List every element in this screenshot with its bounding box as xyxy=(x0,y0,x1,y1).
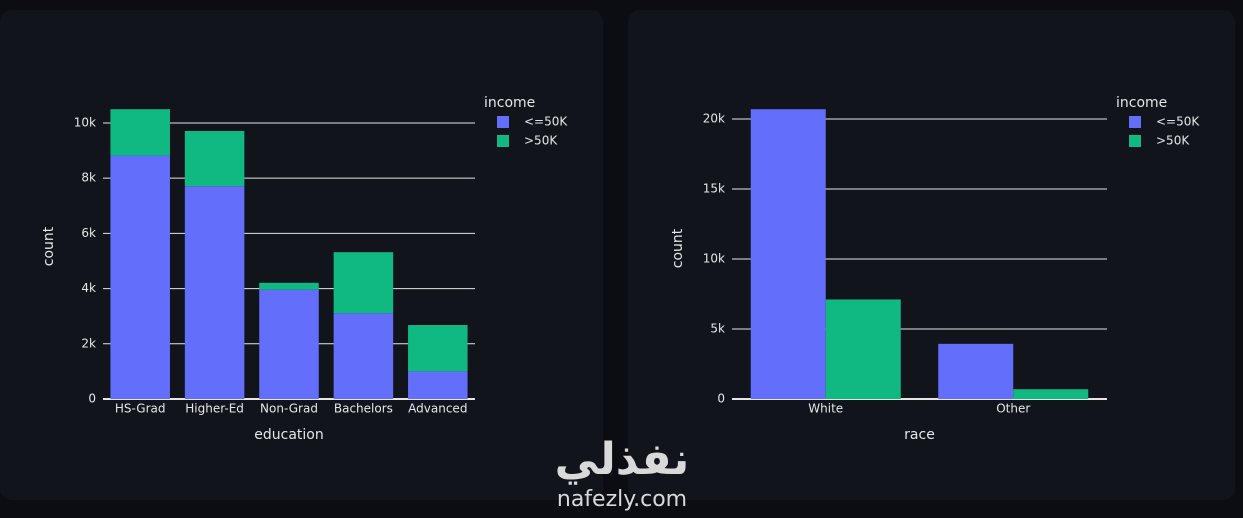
legend-label: >50K xyxy=(1156,134,1190,148)
bar xyxy=(938,343,1014,399)
y-tick-label: 0 xyxy=(717,392,725,406)
y-axis-title: count xyxy=(41,226,57,266)
y-tick-label: 15k xyxy=(703,182,725,196)
bar xyxy=(184,130,245,187)
x-axis-title: race xyxy=(904,427,935,443)
legend-label: <=50K xyxy=(1156,115,1200,129)
legend-swatch xyxy=(497,135,509,147)
watermark-url: nafezly.com xyxy=(557,487,687,512)
y-tick-label: 8k xyxy=(81,171,96,185)
x-tick-label: Non-Grad xyxy=(260,402,318,416)
x-tick-label: HS-Grad xyxy=(115,402,166,416)
legend-swatch xyxy=(497,116,509,128)
y-tick-label: 0 xyxy=(88,392,96,406)
bar xyxy=(333,252,394,314)
y-tick-label: 10k xyxy=(703,252,725,266)
legend-title: income xyxy=(484,95,535,111)
legend-label: >50K xyxy=(524,134,558,148)
x-tick-label: Other xyxy=(996,402,1030,416)
legend-title: income xyxy=(1116,95,1167,111)
bar xyxy=(750,109,826,399)
bar xyxy=(184,186,245,399)
bar xyxy=(408,371,468,399)
bar xyxy=(825,299,901,399)
x-tick-label: White xyxy=(808,402,843,416)
bar xyxy=(110,109,170,156)
watermark-logo: نفذلي xyxy=(555,434,690,485)
legend-swatch xyxy=(1129,116,1141,128)
y-tick-label: 6k xyxy=(81,226,96,240)
x-tick-label: Bachelors xyxy=(334,402,393,416)
legend-swatch xyxy=(1129,135,1141,147)
y-tick-label: 4k xyxy=(81,281,96,295)
y-tick-label: 5k xyxy=(710,322,725,336)
y-tick-label: 2k xyxy=(81,336,96,350)
x-axis-title: education xyxy=(254,427,323,443)
y-tick-label: 20k xyxy=(703,112,725,126)
bar xyxy=(1013,389,1089,399)
bar xyxy=(259,282,319,290)
x-tick-label: Advanced xyxy=(408,402,467,416)
y-axis-title: count xyxy=(670,228,686,268)
bar xyxy=(110,155,170,399)
y-tick-label: 10k xyxy=(74,115,96,129)
bar xyxy=(259,289,319,399)
bar xyxy=(333,313,394,399)
bar xyxy=(408,325,468,372)
x-tick-label: Higher-Ed xyxy=(185,402,244,416)
legend-label: <=50K xyxy=(524,115,568,129)
